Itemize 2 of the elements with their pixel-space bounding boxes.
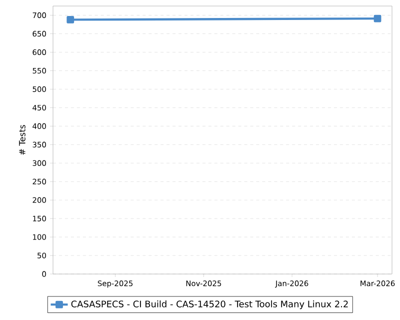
legend-label: CASASPECS - CI Build - CAS-14520 - Test Tools Many Linux 2.2 xyxy=(71,300,348,310)
y-axis-title: # Tests xyxy=(19,124,26,155)
